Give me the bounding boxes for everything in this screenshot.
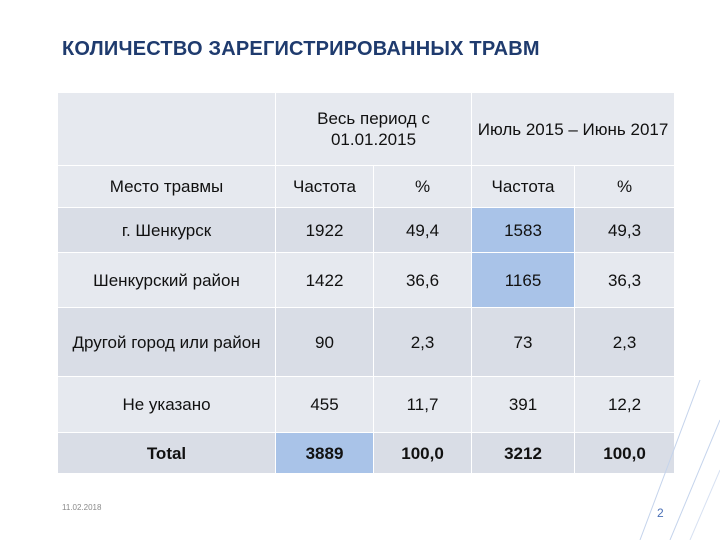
table-row: г. Шенкурск 1922 49,4 1583 49,3: [57, 207, 676, 253]
col-header-pct-1: %: [372, 165, 473, 208]
injuries-table-container: Весь период с 01.01.2015 Июль 2015 – Июн…: [57, 92, 676, 474]
col-header-freq-1: Частота: [275, 165, 374, 208]
cell-pct-1: 36,6: [372, 252, 473, 308]
cell-place: Не указано: [57, 376, 276, 433]
cell-pct-2: 12,2: [574, 376, 676, 433]
cell-freq-1: 90: [275, 307, 374, 377]
table-row: Не указано 455 11,7 391 12,2: [57, 376, 676, 433]
cell-pct-1: 2,3: [372, 307, 473, 377]
table-row-total: Total 3889 100,0 3212 100,0: [57, 432, 676, 474]
table-row: Шенкурский район 1422 36,6 1165 36,3: [57, 252, 676, 308]
cell-pct-1: 11,7: [372, 376, 473, 433]
page-number: 2: [657, 506, 664, 520]
cell-place: Шенкурский район: [57, 252, 276, 308]
table-row: Другой город или район 90 2,3 73 2,3: [57, 307, 676, 377]
cell-pct-2: 2,3: [574, 307, 676, 377]
cell-freq-2: 3212: [471, 432, 576, 474]
slide-title: КОЛИЧЕСТВО ЗАРЕГИСТРИРОВАННЫХ ТРАВМ: [62, 38, 540, 60]
cell-place: Другой город или район: [57, 307, 276, 377]
empty-header-cell: [57, 92, 276, 166]
cell-pct-2: 100,0: [574, 432, 676, 474]
footer-date: 11.02.2018: [62, 503, 102, 512]
cell-freq-1: 1922: [275, 207, 374, 253]
col-header-place: Место травмы: [57, 165, 276, 208]
cell-place: Total: [57, 432, 276, 474]
cell-freq-1: 3889: [275, 432, 374, 474]
cell-freq-2: 73: [471, 307, 576, 377]
col-header-pct-2: %: [574, 165, 676, 208]
cell-pct-1: 49,4: [372, 207, 473, 253]
cell-freq-1: 1422: [275, 252, 374, 308]
cell-freq-2: 1165: [471, 252, 576, 308]
cell-place: г. Шенкурск: [57, 207, 276, 253]
period-2015-2017-header: Июль 2015 – Июнь 2017: [471, 92, 676, 166]
cell-freq-1: 455: [275, 376, 374, 433]
injuries-table: Весь период с 01.01.2015 Июль 2015 – Июн…: [57, 92, 676, 474]
period-all-header: Весь период с 01.01.2015: [274, 92, 473, 166]
col-header-freq-2: Частота: [471, 165, 576, 208]
cell-freq-2: 391: [471, 376, 576, 433]
column-header-row: Место травмы Частота % Частота %: [57, 165, 676, 208]
cell-pct-2: 49,3: [574, 207, 676, 253]
cell-freq-2: 1583: [471, 207, 576, 253]
cell-pct-1: 100,0: [372, 432, 473, 474]
cell-pct-2: 36,3: [574, 252, 676, 308]
group-header-row: Весь период с 01.01.2015 Июль 2015 – Июн…: [57, 92, 676, 166]
